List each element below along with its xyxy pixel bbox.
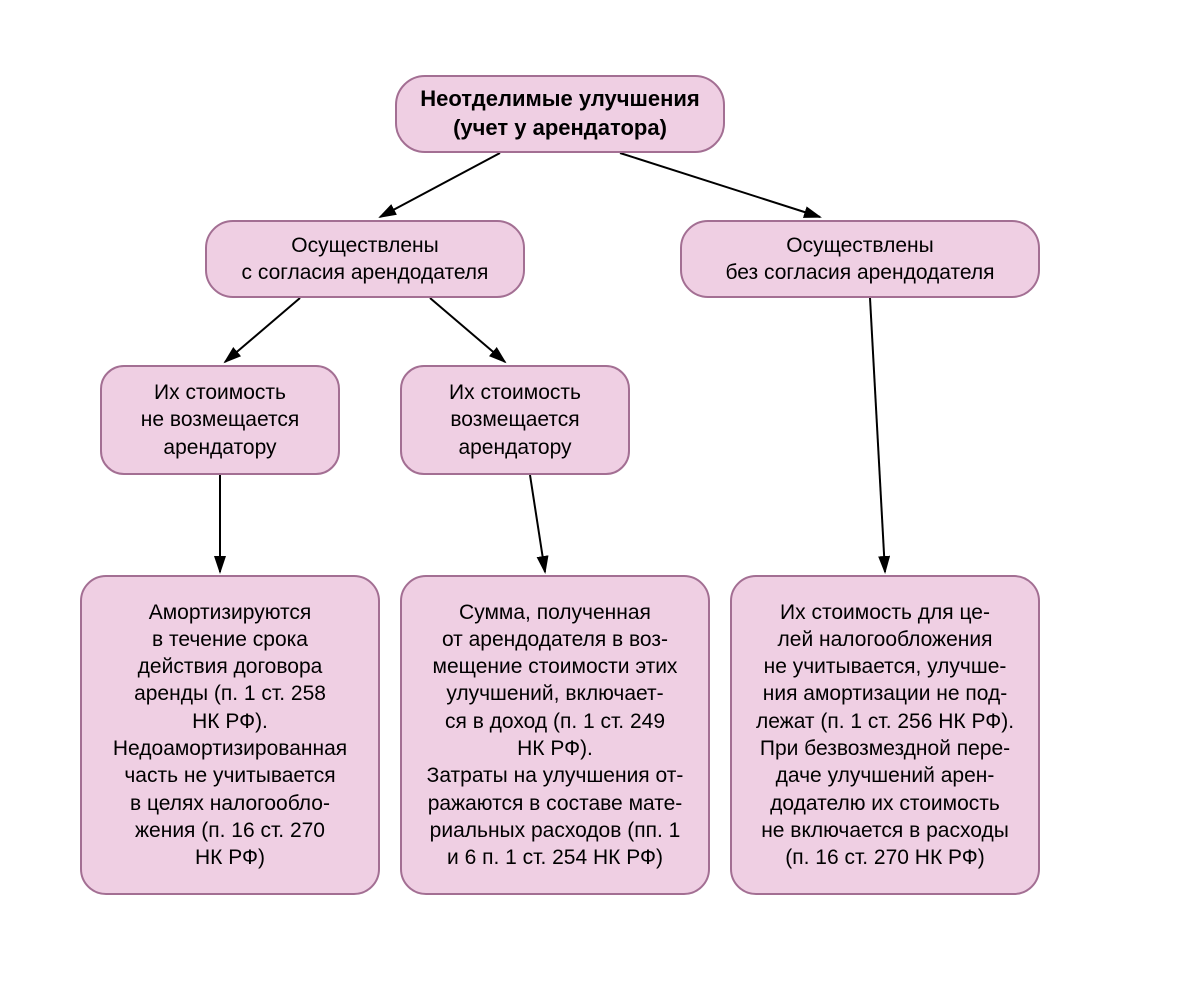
edge-root-L1b [620,153,820,217]
flowchart-node-L2b: Их стоимость возмещается арендатору [400,365,630,475]
flowchart-node-L3c: Их стоимость для це- лей налогообложения… [730,575,1040,895]
flowchart-node-root: Неотделимые улучшения (учет у арендатора… [395,75,725,153]
flowchart-node-L2a: Их стоимость не возмещается арендатору [100,365,340,475]
edge-L1a-L2b [430,298,505,362]
edge-root-L1a [380,153,500,217]
flowchart-node-L1b: Осуществлены без согласия арендодателя [680,220,1040,298]
edge-L1b-L3c [870,298,885,572]
flowchart-node-L3a: Амортизируются в течение срока действия … [80,575,380,895]
flowchart-node-L1a: Осуществлены с согласия арендодателя [205,220,525,298]
flowchart-node-L3b: Сумма, полученная от арендодателя в воз-… [400,575,710,895]
edge-L1a-L2a [225,298,300,362]
edge-L2b-L3b [530,475,545,572]
